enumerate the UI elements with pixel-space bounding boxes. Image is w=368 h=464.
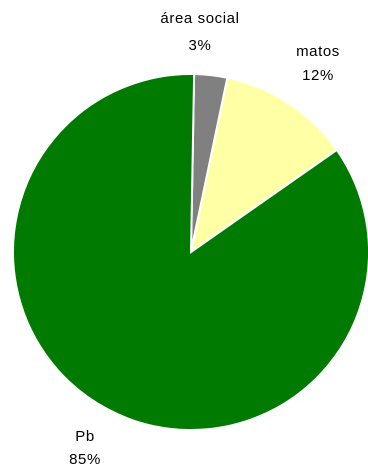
slice-label: área social	[160, 10, 239, 27]
slice-percent-label: 3%	[189, 37, 212, 54]
pie-labels: área social 3% matos 12% Pb 85%	[69, 10, 340, 464]
slice-label: matos	[296, 43, 340, 60]
pie-slices	[12, 73, 368, 431]
slice-label: Pb	[75, 428, 95, 445]
pie-slice-matos	[189, 76, 339, 255]
slice-percent-label: 85%	[69, 451, 101, 464]
pie-slice-Pb	[12, 73, 368, 431]
slice-percent-label: 12%	[302, 67, 334, 84]
